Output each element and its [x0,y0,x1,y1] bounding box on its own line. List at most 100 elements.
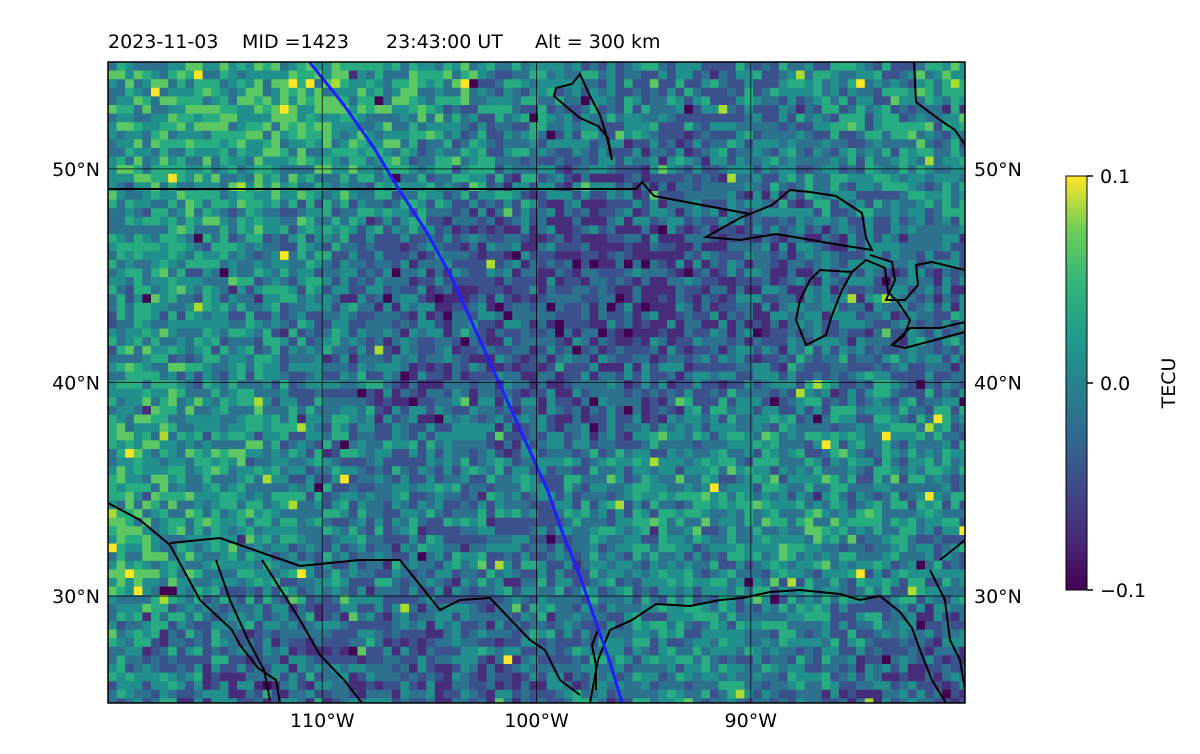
tec-cell [727,277,737,286]
tec-cell [770,173,780,183]
tec-cell [211,139,221,149]
tec-cell [727,457,737,467]
tec-cell [460,474,470,484]
tec-cell [572,191,582,200]
tec-cell [899,234,909,243]
tec-cell [658,345,668,355]
tec-cell [778,268,788,278]
tec-cell [159,474,169,484]
tec-cell [133,388,143,398]
tec-cell [503,294,513,304]
tec-cell [718,354,728,364]
tec-cell [727,148,737,157]
tec-cell [907,285,917,295]
tec-cell [641,70,651,80]
tec-cell [495,173,504,183]
tec-cell [142,139,152,149]
tec-cell [486,345,496,355]
tec-cell [391,397,401,407]
tec-cell [262,474,272,484]
tec-cell [770,105,780,114]
tec-cell [632,199,642,209]
tec-cell [563,242,573,252]
tec-cell [133,70,143,80]
tec-cell [374,156,384,166]
tec-cell [374,285,384,295]
tec-cell [512,216,522,226]
tec-cell [460,483,470,493]
tec-cell [331,148,341,157]
tec-cell [589,320,599,329]
tec-cell [933,311,943,321]
tec-cell [366,173,375,183]
tec-cell [882,380,891,390]
tec-cell [228,79,238,89]
tec-cell [520,457,530,467]
tec-cell [899,294,909,304]
tec-cell [486,156,496,166]
tec-cell [417,87,427,97]
tec-cell [323,148,332,157]
tec-cell [168,268,178,278]
tec-cell [744,165,754,175]
tec-cell [503,216,513,226]
tec-cell [830,165,840,175]
tec-cell [658,234,668,243]
tec-cell [340,208,350,218]
tec-cell [692,62,702,71]
tec-cell [383,431,393,441]
tec-cell [495,139,504,149]
tec-cell [830,105,840,114]
tec-cell [727,474,737,484]
tec-cell [383,371,393,381]
tec-cell [297,122,307,132]
tec-cell [649,79,659,89]
tec-cell [237,156,246,166]
tec-cell [658,251,668,261]
tec-cell [942,414,952,424]
tec-cell [133,191,143,200]
tec-cell [735,406,745,415]
tec-cell [581,242,590,252]
tec-cell [237,105,246,114]
tec-cell [116,225,126,235]
tec-cell [839,328,848,338]
tec-cell [194,156,203,166]
tec-cell [452,225,461,235]
tec-cell [839,173,848,183]
tec-cell [830,423,840,433]
tec-cell [159,182,169,192]
tec-cell [159,62,169,71]
tec-cell [520,234,530,243]
tec-cell [572,208,582,218]
tec-cell [658,277,668,286]
tec-cell [658,363,668,372]
tec-cell [821,113,831,123]
tec-cell [271,449,281,458]
tec-cell [882,414,891,424]
tec-cell [486,414,496,424]
tec-cell [770,457,780,467]
tec-cell [667,449,676,458]
tec-cell [787,139,797,149]
tec-cell [194,328,203,338]
tec-cell [770,216,780,226]
tec-cell [770,431,780,441]
tec-cell [641,105,651,114]
tec-cell [443,337,453,347]
tec-cell [271,483,281,493]
tec-cell [503,62,513,71]
tec-cell [495,130,504,140]
tec-cell [624,474,633,484]
tec-cell [400,96,410,106]
tec-cell [615,363,625,372]
tec-cell [684,337,694,347]
tec-cell [512,431,522,441]
tec-cell [374,242,384,252]
tec-cell [271,466,281,476]
tec-cell [813,242,823,252]
tec-cell [340,105,350,114]
tec-cell [159,199,169,209]
tec-cell [890,156,900,166]
tec-cell [460,62,470,71]
